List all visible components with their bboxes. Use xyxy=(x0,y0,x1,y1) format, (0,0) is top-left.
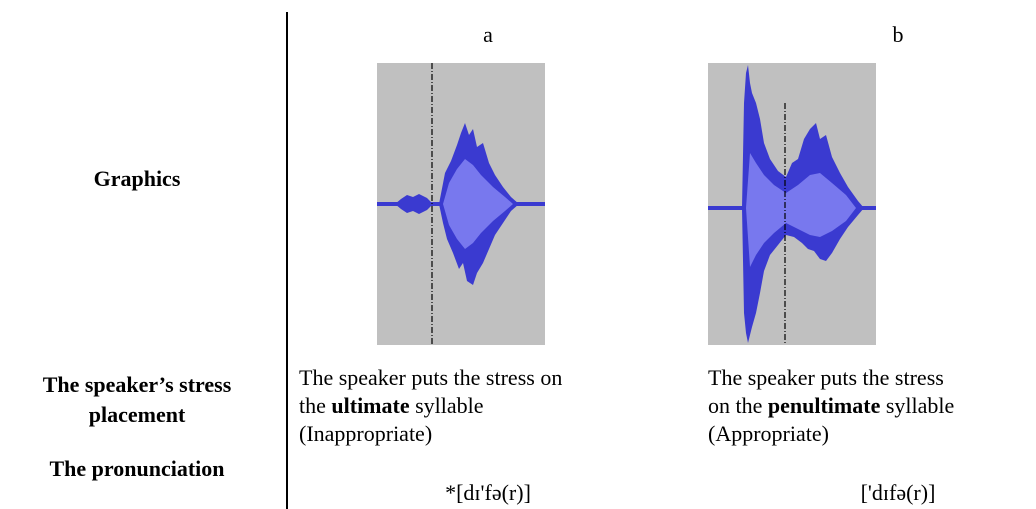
description-line: the ultimate syllable xyxy=(299,392,562,420)
row-label: The speaker’s stress placement xyxy=(7,370,267,430)
page: a b Graphics The speaker’s stress placem… xyxy=(0,0,1036,509)
text: The speaker puts the stress xyxy=(708,365,944,390)
text: The speaker puts the stress on xyxy=(299,365,562,390)
row-label: Graphics xyxy=(2,166,272,192)
bold-text: ultimate xyxy=(331,393,409,418)
description-line: The speaker puts the stress xyxy=(708,364,954,392)
text: syllable xyxy=(410,393,484,418)
pronunciation: *[dɪ'fə(r)] xyxy=(388,480,588,506)
description-line: The speaker puts the stress on xyxy=(299,364,562,392)
description-line: on the penultimate syllable xyxy=(708,392,954,420)
bold-text: penultimate xyxy=(768,393,880,418)
column-header: a xyxy=(388,22,588,48)
text: the xyxy=(299,393,331,418)
pronunciation: ['dɪfə(r)] xyxy=(798,480,998,506)
text: (Appropriate) xyxy=(708,421,829,446)
waveform-a xyxy=(377,63,545,345)
description-line: (Appropriate) xyxy=(708,420,954,448)
column-header: b xyxy=(798,22,998,48)
description-line: (Inappropriate) xyxy=(299,420,562,448)
text: on the xyxy=(708,393,768,418)
text: (Inappropriate) xyxy=(299,421,432,446)
waveform-b xyxy=(708,63,876,345)
text: syllable xyxy=(880,393,954,418)
row-label: The pronunciation xyxy=(2,456,272,482)
divider xyxy=(286,12,288,509)
